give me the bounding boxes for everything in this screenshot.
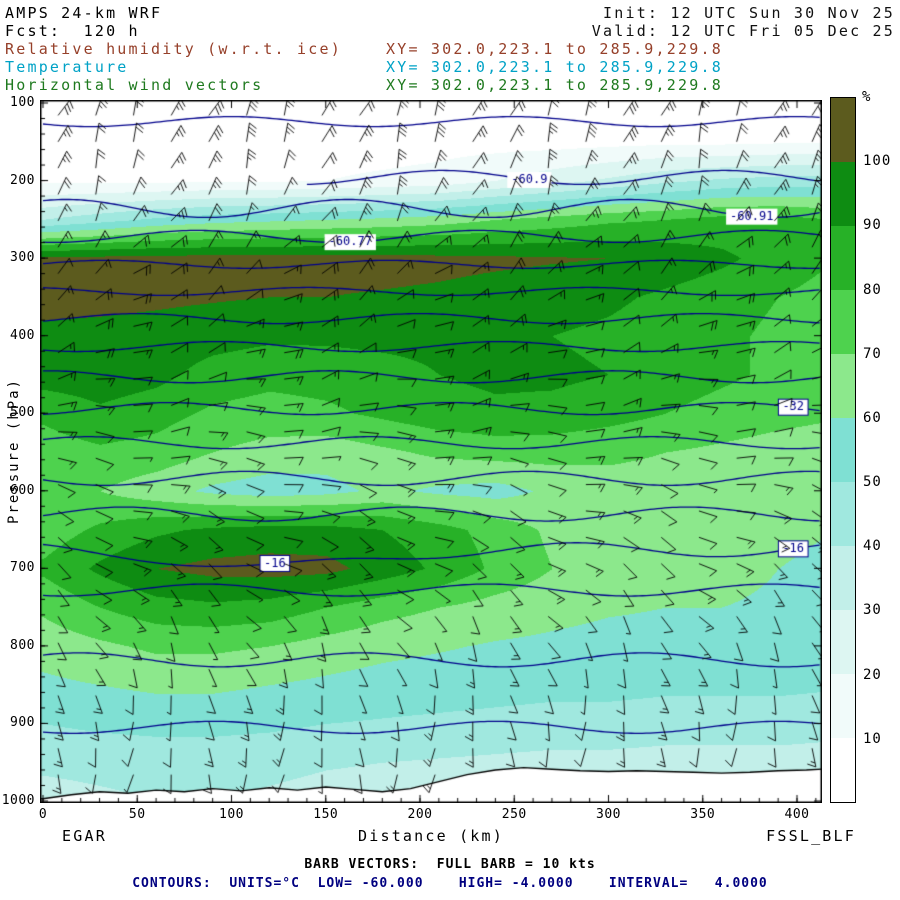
x-axis-title: Distance (km) xyxy=(358,827,504,845)
colorbar-tick-label: 70 xyxy=(863,345,882,362)
x-tick-label: 350 xyxy=(690,807,716,822)
x-tick-label: 400 xyxy=(784,807,810,822)
field-row-wind: Horizontal wind vectors XY= 302.0,223.1 … xyxy=(0,76,900,94)
field-label-temperature: Temperature xyxy=(5,58,129,76)
colorbar-tick-label: 50 xyxy=(863,474,882,491)
colorbar-segment xyxy=(831,290,855,354)
colorbar-segment xyxy=(831,674,855,738)
colorbar-tick-label: 100 xyxy=(863,153,892,170)
field-xy-temperature: XY= 302.0,223.1 to 285.9,229.8 xyxy=(386,58,723,76)
colorbar-segment xyxy=(831,162,855,226)
colorbar-segment xyxy=(831,418,855,482)
colorbar-tick-label: 20 xyxy=(863,666,882,683)
field-xy-rh: XY= 302.0,223.1 to 285.9,229.8 xyxy=(386,40,723,58)
init-time: Init: 12 UTC Sun 30 Nov 25 xyxy=(603,4,895,22)
colorbar-tick-label: 90 xyxy=(863,217,882,234)
colorbar-segment xyxy=(831,738,855,802)
field-label-rh: Relative humidity (w.r.t. ice) xyxy=(5,40,342,58)
colorbar-segment xyxy=(831,610,855,674)
colorbar-tick-label: 30 xyxy=(863,602,882,619)
x-tick-label: 300 xyxy=(596,807,621,822)
cross-section-plot-area xyxy=(40,100,822,803)
colorbar-tick-label: 40 xyxy=(863,538,882,555)
y-tick-label: 700 xyxy=(10,560,35,576)
cross-section-canvas xyxy=(40,100,822,803)
field-xy-wind: XY= 302.0,223.1 to 285.9,229.8 xyxy=(386,76,723,94)
y-tick-label: 300 xyxy=(10,250,35,266)
colorbar-segment xyxy=(831,98,855,162)
x-tick-label: 250 xyxy=(501,807,527,822)
colorbar-segment xyxy=(831,226,855,290)
y-tick-label: 200 xyxy=(10,172,35,188)
x-tick-label: 200 xyxy=(407,807,433,822)
field-label-wind: Horizontal wind vectors xyxy=(5,76,264,94)
y-tick-label: 900 xyxy=(10,715,35,731)
forecast-hour: Fcst: 120 h xyxy=(5,22,140,40)
colorbar-unit-label: % xyxy=(862,89,871,105)
model-title: AMPS 24-km WRF xyxy=(5,4,163,22)
x-tick-label: 100 xyxy=(219,807,244,822)
x-tick-label: 150 xyxy=(313,807,339,822)
header-row-2: Fcst: 120 h Valid: 12 UTC Fri 05 Dec 25 xyxy=(0,22,900,40)
x-tick-label: 50 xyxy=(128,807,146,822)
contour-legend-note: CONTOURS: UNITS=°C LOW= -60.000 HIGH= -4… xyxy=(132,876,768,891)
rh-colorbar xyxy=(830,97,856,803)
colorbar-tick-label: 80 xyxy=(863,281,882,298)
field-row-rh: Relative humidity (w.r.t. ice) XY= 302.0… xyxy=(0,40,900,58)
valid-time: Valid: 12 UTC Fri 05 Dec 25 xyxy=(591,22,895,40)
y-tick-label: 400 xyxy=(10,327,35,343)
header-row-1: AMPS 24-km WRF Init: 12 UTC Sun 30 Nov 2… xyxy=(0,4,900,22)
y-axis-title: Pressure (hPa) xyxy=(6,378,22,525)
colorbar-tick-label: 10 xyxy=(863,730,882,747)
colorbar-tick-label: 60 xyxy=(863,409,882,426)
station-label-left: EGAR xyxy=(62,827,107,845)
colorbar-segment xyxy=(831,482,855,546)
field-row-temperature: Temperature XY= 302.0,223.1 to 285.9,229… xyxy=(0,58,900,76)
y-tick-label: 800 xyxy=(10,637,35,653)
x-tick-label: 0 xyxy=(38,807,48,822)
barb-legend-note: BARB VECTORS: FULL BARB = 10 kts xyxy=(304,857,596,872)
colorbar-segment xyxy=(831,546,855,610)
colorbar-segment xyxy=(831,354,855,418)
station-label-right: FSSL_BLF xyxy=(766,827,856,845)
y-tick-label: 1000 xyxy=(1,793,35,808)
